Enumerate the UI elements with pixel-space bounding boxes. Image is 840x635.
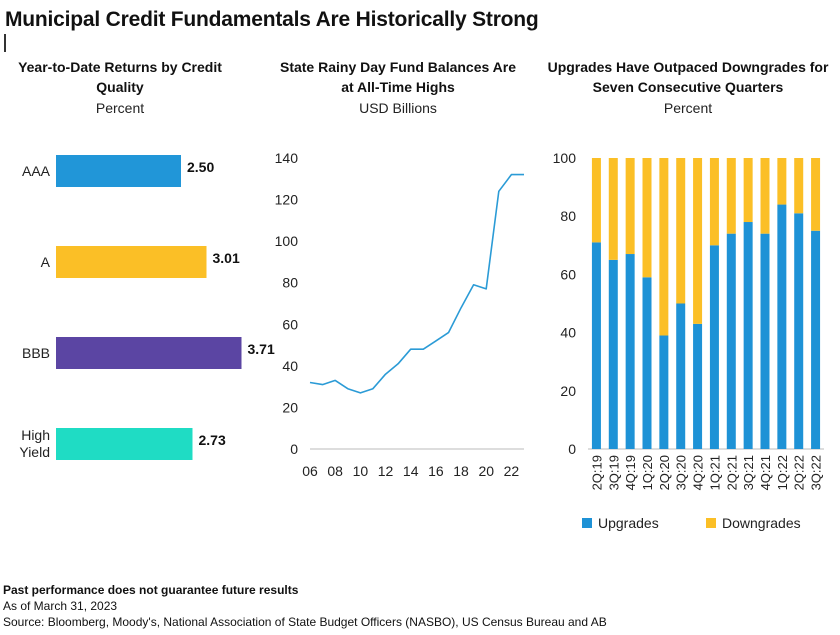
- x-tick-label: 2Q:22: [792, 455, 807, 490]
- bar-upgrades: [608, 259, 618, 449]
- x-tick-label: 10: [353, 463, 369, 479]
- bar-upgrades: [743, 222, 753, 449]
- x-tick-label: 1Q:21: [707, 455, 722, 490]
- value-label: 3.01: [213, 250, 240, 266]
- bar-bbb: [56, 337, 242, 369]
- y-tick-label: 40: [560, 325, 576, 341]
- bar-downgrades: [760, 158, 770, 234]
- bar-downgrades: [709, 158, 719, 246]
- bar-upgrades: [642, 277, 652, 449]
- credit-quality-bar-chart: AAA 2.50 A 3.01 BBB 3.71 High Yield 2.73: [19, 155, 275, 460]
- bar-downgrades: [608, 158, 618, 260]
- y-tick-label: 100: [553, 150, 577, 166]
- rainy-day-fund-line-chart: 0 20 40 60 80 100 120 140 06 08 10 12 14 16 18 20 22: [275, 150, 524, 479]
- bar-downgrades: [659, 158, 669, 336]
- x-tick-label: 12: [378, 463, 394, 479]
- category-label: BBB: [22, 345, 50, 361]
- bar-downgrades: [777, 158, 787, 205]
- y-tick-label: 60: [282, 316, 298, 332]
- y-tick-label: 0: [568, 441, 576, 457]
- panel1-title: Year-to-Date Returns by Credit Quality: [18, 59, 222, 95]
- bar-downgrades: [642, 158, 652, 278]
- y-tick-label: 80: [282, 275, 298, 291]
- bar-downgrades: [726, 158, 736, 234]
- category-label: AAA: [22, 163, 51, 179]
- bar-downgrades: [625, 158, 635, 255]
- x-tick-label: 2Q:20: [657, 455, 672, 490]
- x-tick-label: 2Q:19: [589, 455, 604, 490]
- y-tick-label: 40: [282, 358, 298, 374]
- bar-upgrades: [625, 254, 635, 449]
- bar-upgrades: [760, 233, 770, 449]
- x-tick-label: 16: [428, 463, 444, 479]
- panel3-unit: Percent: [663, 100, 713, 116]
- bar-high-yield: [56, 428, 193, 460]
- page-title: Municipal Credit Fundamentals Are Histor…: [5, 8, 539, 31]
- y-tick-label: 20: [282, 399, 298, 415]
- footer-disclaimer: Past performance does not guarantee futu…: [3, 583, 299, 597]
- footer-as-of: As of March 31, 2023: [3, 599, 118, 613]
- x-tick-label: 3Q:20: [674, 455, 689, 490]
- bar-upgrades: [811, 230, 821, 449]
- category-label: A: [41, 254, 51, 270]
- panel2-unit: USD Billions: [359, 100, 437, 116]
- y-tick-label: 140: [275, 150, 299, 166]
- bar-aaa: [56, 155, 181, 187]
- x-tick-label: 22: [504, 463, 520, 479]
- panel2-title: State Rainy Day Fund Balances Are at All…: [279, 59, 516, 95]
- y-tick-label: 80: [560, 208, 576, 224]
- bar-upgrades: [659, 335, 669, 449]
- bar-downgrades: [743, 158, 753, 223]
- title-divider: [4, 34, 6, 52]
- bar-upgrades: [591, 242, 601, 449]
- x-tick-label: 2Q:21: [724, 455, 739, 490]
- category-label: High Yield: [19, 427, 50, 460]
- bar-downgrades: [693, 158, 703, 324]
- value-label: 3.71: [248, 341, 275, 357]
- series-line-rainy-day-fund: [309, 173, 524, 394]
- x-tick-label: 3Q:21: [741, 455, 756, 490]
- y-tick-label: 0: [290, 441, 298, 457]
- x-tick-label: 18: [453, 463, 469, 479]
- bar-upgrades: [794, 213, 804, 449]
- y-tick-label: 100: [275, 233, 299, 249]
- y-tick-label: 20: [560, 383, 576, 399]
- y-tick-label: 120: [275, 192, 299, 208]
- x-tick-label: 08: [327, 463, 343, 479]
- bar-downgrades: [794, 158, 804, 214]
- panel1-unit: Percent: [95, 100, 145, 116]
- bar-a: [56, 246, 207, 278]
- x-tick-label: 4Q:19: [623, 455, 638, 490]
- value-label: 2.73: [199, 432, 226, 448]
- legend-label-downgrades: Downgrades: [722, 515, 801, 531]
- x-tick-label: 4Q:21: [758, 455, 773, 490]
- legend-swatch-downgrades: [706, 518, 716, 528]
- bar-upgrades: [777, 204, 787, 449]
- x-tick-label: 14: [403, 463, 419, 479]
- bar-downgrades: [676, 158, 686, 304]
- panel3-title: Upgrades Have Outpaced Downgrades for Se…: [547, 59, 829, 95]
- legend-label-upgrades: Upgrades: [598, 515, 659, 531]
- x-tick-label: 4Q:20: [691, 455, 706, 490]
- x-tick-label: 1Q:20: [640, 455, 655, 490]
- x-tick-label: 20: [478, 463, 494, 479]
- y-tick-label: 60: [560, 266, 576, 282]
- x-tick-label: 1Q:22: [775, 455, 790, 490]
- x-tick-label: 06: [302, 463, 318, 479]
- value-label: 2.50: [187, 159, 214, 175]
- bar-downgrades: [811, 158, 821, 231]
- x-tick-label: 3Q:22: [809, 455, 824, 490]
- bar-upgrades: [676, 303, 686, 449]
- footer-source: Source: Bloomberg, Moody's, National Ass…: [3, 615, 607, 629]
- bar-upgrades: [709, 245, 719, 449]
- bar-upgrades: [726, 233, 736, 449]
- x-tick-label: 3Q:19: [606, 455, 621, 490]
- bar-upgrades: [693, 323, 703, 449]
- bar-downgrades: [591, 158, 601, 243]
- legend-swatch-upgrades: [582, 518, 592, 528]
